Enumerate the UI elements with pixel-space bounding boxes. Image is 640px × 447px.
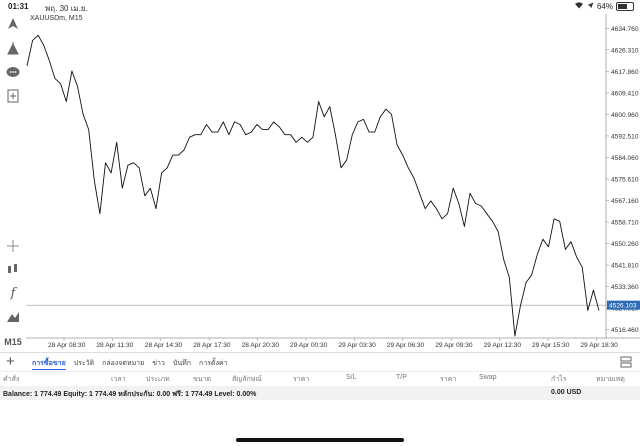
trade-column-headers: คำสั่ง เวลา ประเภท ขนาด สัญลักษณ์ ราคา S/L T/P ร… xyxy=(0,372,640,384)
column-header-7[interactable]: T/P xyxy=(396,374,407,381)
price-tick-label: 4634.760 xyxy=(611,26,639,33)
tab-5[interactable]: การตั้งค่า xyxy=(198,360,228,367)
toolbox-tabbar: + การซื้อขาย ประวัติ กล่องจดหมาย ข่าว บันทึก… xyxy=(0,352,640,372)
time-tick-label: 29 Apr 15:30 xyxy=(532,342,570,349)
cursor-icon[interactable] xyxy=(5,238,21,254)
time-tick-label: 28 Apr 20:30 xyxy=(242,342,280,349)
account-summary: Balance: 1 774.49 Equity: 1 774.49 หลักป… xyxy=(3,391,257,398)
time-tick-label: 29 Apr 06:30 xyxy=(387,342,425,349)
time-tick-label: 28 Apr 11:30 xyxy=(96,342,133,349)
price-tick-label: 4558.710 xyxy=(611,220,639,227)
home-indicator xyxy=(236,438,404,442)
document-icon[interactable] xyxy=(5,88,21,104)
column-header-9[interactable]: Swap xyxy=(479,374,497,381)
wifi-icon xyxy=(574,1,584,11)
left-toolbar: f M15 xyxy=(0,14,26,352)
time-tick-label: 28 Apr 14:30 xyxy=(145,342,183,349)
column-header-0[interactable]: คำสั่ง xyxy=(3,376,20,383)
price-tick-label: 4626.310 xyxy=(611,47,639,54)
column-header-11[interactable]: หมายเหตุ xyxy=(596,376,625,383)
column-header-3[interactable]: ขนาด xyxy=(193,376,212,383)
layout-switch-icon[interactable] xyxy=(620,356,632,371)
price-tick-label: 4609.410 xyxy=(611,90,639,97)
symbol-label: XAUUSDm, M15 xyxy=(30,15,83,22)
price-chart[interactable]: 4634.760 4626.310 4617.860 4609.410 4600.960… xyxy=(26,14,640,352)
location-icon xyxy=(587,2,594,11)
tab-1[interactable]: ประวัติ xyxy=(73,360,95,367)
account-balance-row: Balance: 1 774.49 Equity: 1 774.49 หลักป… xyxy=(0,386,640,400)
price-tick-label: 4584.060 xyxy=(611,155,639,162)
timeframe-label[interactable]: M15 xyxy=(4,337,22,347)
column-header-2[interactable]: ประเภท xyxy=(146,376,170,383)
tab-3[interactable]: ข่าว xyxy=(152,360,165,367)
time-tick-label: 29 Apr 12:30 xyxy=(484,342,522,349)
price-tick-label: 4592.510 xyxy=(611,133,639,140)
add-icon[interactable] xyxy=(5,40,21,56)
price-tick-label: 4550.260 xyxy=(611,241,639,248)
add-tab-icon[interactable]: + xyxy=(6,353,15,370)
tab-2[interactable]: กล่องจดหมาย xyxy=(102,360,145,367)
column-header-4[interactable]: สัญลักษณ์ xyxy=(232,376,262,383)
status-right: 64% xyxy=(574,1,634,11)
status-bar: 01:31 พฤ. 30 เม.ย. 64% xyxy=(0,0,640,14)
current-price-badge xyxy=(607,300,640,310)
battery-percent: 64% xyxy=(596,1,613,11)
current-price-label: 4526.103 xyxy=(609,303,637,310)
column-header-8[interactable]: ราคา xyxy=(440,376,457,383)
tab-4[interactable]: บันทึก xyxy=(172,360,191,367)
price-tick-label: 4516.460 xyxy=(611,327,639,334)
time-tick-label: 28 Apr 08:30 xyxy=(48,342,86,349)
objects-icon[interactable] xyxy=(5,309,21,325)
chat-icon[interactable] xyxy=(5,64,21,80)
battery-icon xyxy=(616,1,634,11)
time-tick-label: 29 Apr 18:30 xyxy=(580,342,618,349)
column-header-6[interactable]: S/L xyxy=(346,374,357,381)
status-time: 01:31 xyxy=(8,2,29,11)
account-profit: 0.00 USD xyxy=(551,389,582,396)
price-tick-label: 4575.610 xyxy=(611,176,639,183)
column-header-1[interactable]: เวลา xyxy=(111,376,126,383)
indicator-icon[interactable] xyxy=(5,261,21,277)
time-tick-label: 29 Apr 03:30 xyxy=(338,342,376,349)
chart-area[interactable]: 4634.760 4626.310 4617.860 4609.410 4600.960… xyxy=(26,14,640,352)
crosshair-icon[interactable] xyxy=(5,16,21,32)
column-header-5[interactable]: ราคา xyxy=(293,376,310,383)
price-tick-label: 4541.810 xyxy=(611,263,639,270)
time-tick-label: 28 Apr 17:30 xyxy=(193,342,231,349)
price-series-line xyxy=(26,34,600,337)
time-tick-label: 29 Apr 09:30 xyxy=(435,342,473,349)
column-header-10[interactable]: กำไร xyxy=(551,376,567,383)
price-tick-label: 4567.160 xyxy=(611,198,639,205)
price-tick-label: 4617.860 xyxy=(611,69,639,76)
status-date: พฤ. 30 เม.ย. xyxy=(45,4,88,13)
time-tick-label: 29 Apr 00:30 xyxy=(290,342,328,349)
price-tick-label: 4533.360 xyxy=(611,284,639,291)
toolbox-tabs: การซื้อขาย ประวัติ กล่องจดหมาย ข่าว บันทึก กา… xyxy=(32,358,227,370)
battery-fill xyxy=(618,3,627,9)
function-icon[interactable]: f xyxy=(10,285,16,301)
price-tick-label: 4600.960 xyxy=(611,112,639,119)
tab-0[interactable]: การซื้อขาย xyxy=(32,358,66,370)
